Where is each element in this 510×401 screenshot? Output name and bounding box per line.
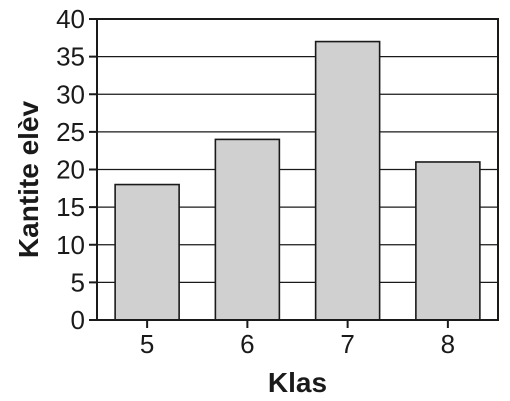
- y-tick-label: 40: [56, 4, 85, 34]
- x-tick-label: 8: [441, 329, 455, 359]
- bar-klas-7: [314, 40, 381, 321]
- y-tick-label: 15: [56, 192, 85, 222]
- x-tick-label: 6: [240, 329, 254, 359]
- y-tick-label: 10: [56, 230, 85, 260]
- bar-klas-5: [114, 183, 180, 321]
- y-tick-label: 20: [56, 155, 85, 185]
- y-tick-label: 5: [71, 267, 85, 297]
- y-tick-label: 25: [56, 117, 85, 147]
- bar-klas-6: [214, 138, 281, 321]
- y-tick-label: 35: [56, 42, 85, 72]
- x-tick-label: 7: [340, 329, 354, 359]
- y-tick-label: 0: [71, 305, 85, 335]
- y-tick-label: 30: [56, 79, 85, 109]
- x-tick-label: 5: [140, 329, 154, 359]
- y-axis-title: Kantite elèv: [13, 100, 44, 258]
- x-axis-title: Klas: [268, 367, 327, 398]
- bar-klas-8: [415, 161, 481, 321]
- x-axis-ticks: 5 6 7 8: [140, 320, 455, 359]
- y-axis-ticks: 0 5 10 15 20 25 30 35 40: [56, 4, 97, 335]
- bars: [114, 40, 481, 321]
